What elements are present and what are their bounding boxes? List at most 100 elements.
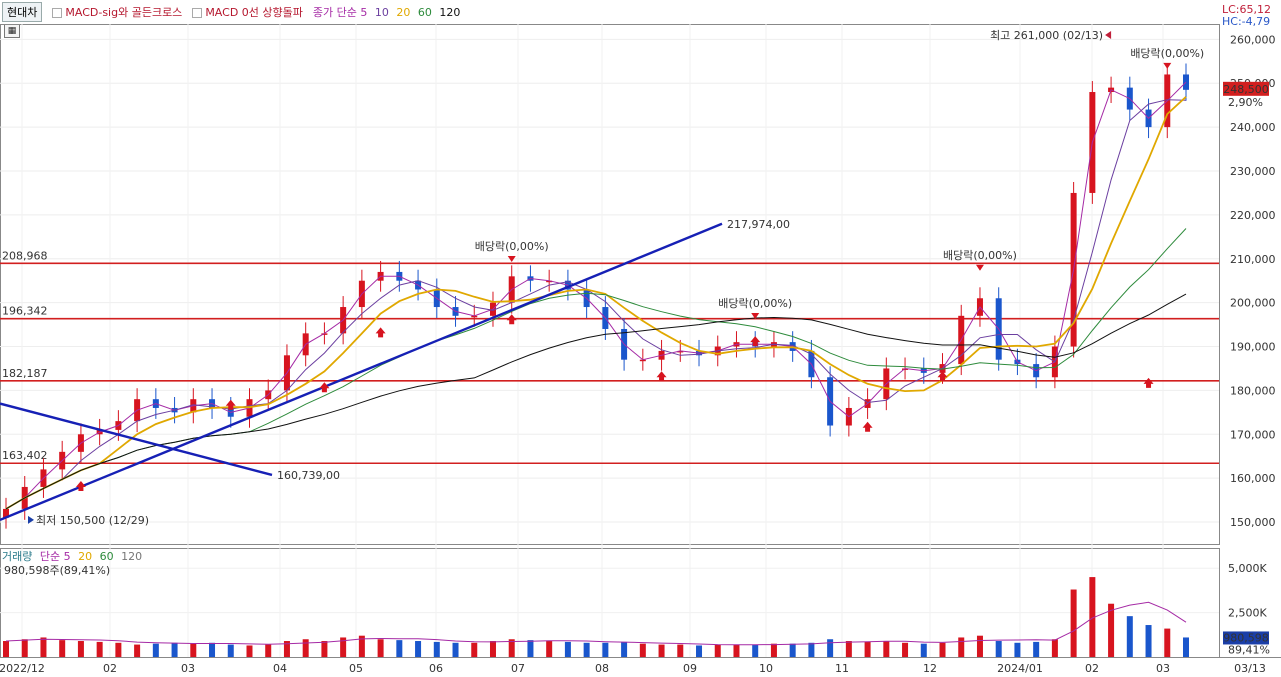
volume-bar (902, 642, 909, 657)
volume-bar (677, 644, 684, 657)
volume-bar (3, 641, 9, 657)
volume-bar (1070, 589, 1077, 657)
candle-body (3, 508, 9, 518)
volume-bar (489, 641, 496, 657)
volume-bar (59, 640, 66, 657)
volume-bar (1014, 642, 1021, 657)
volume-bar (845, 641, 852, 657)
horizontal-line-label: 163,402 (2, 449, 48, 462)
volume-bar (583, 642, 590, 657)
y-tick-label: 240,000 (1230, 121, 1276, 134)
ex-dividend-annotation: 배당락(0,00%) (1130, 47, 1204, 60)
hc-value: HC:-4,79 (1222, 15, 1271, 28)
signal-arrow-icon (375, 327, 386, 338)
x-tick-label: 03 (1156, 662, 1170, 675)
ma60-line (5, 228, 1187, 510)
volume-bar (471, 642, 478, 657)
volume-bar (621, 641, 628, 657)
y-tick-label: 150,000 (1230, 516, 1276, 529)
volume-bar (546, 641, 553, 657)
horizontal-line-label: 196,342 (2, 305, 48, 318)
volume-bar (976, 635, 983, 657)
signal-arrow-icon (75, 480, 86, 491)
current-volume-label: 980,598 (1223, 631, 1269, 644)
volume-bar (152, 643, 159, 657)
volume-bar (958, 637, 965, 657)
legend-checkbox[interactable] (52, 8, 63, 18)
candle-body (471, 315, 478, 318)
candle-body (639, 359, 646, 362)
legend-ma[interactable]: 종가 단순 5 10 20 60 120 (313, 4, 460, 20)
y-tick-label: 260,000 (1230, 33, 1276, 46)
x-tick-label: 2022/12 (0, 662, 45, 675)
legend-macd-zero[interactable]: MACD 0선 상향돌파 (192, 4, 303, 20)
volume-ma-20: 20 (78, 550, 93, 563)
legend-ma-label: 종가 단순 5 (312, 6, 368, 19)
x-tick-label: 05 (349, 662, 363, 675)
volume-bar (77, 641, 84, 657)
legend-ma-20: 20 (396, 6, 411, 19)
stock-selector[interactable]: 현대차 (2, 2, 43, 22)
volume-bar (827, 639, 834, 657)
current-price-tag (1223, 81, 1269, 96)
volume-bar (96, 641, 103, 657)
horizontal-line-label: 208,968 (2, 249, 48, 262)
x-tick-label: 06 (429, 662, 443, 675)
trendline-label: 160,739,00 (277, 469, 340, 482)
legend-ma-10: 10 (374, 6, 389, 19)
volume-bar (939, 642, 946, 657)
indicator-readout: LC:65,12 HC:-4,79 (1222, 4, 1271, 28)
signal-arrow-icon (1143, 377, 1154, 388)
signal-arrow-icon (862, 421, 873, 432)
volume-bar (733, 644, 740, 657)
legend-checkbox[interactable] (192, 8, 203, 18)
volume-bar (770, 643, 777, 657)
volume-legend: 거래량 단순 5 20 60 120 (2, 548, 146, 564)
volume-bar (1089, 577, 1096, 657)
x-tick-label: 09 (683, 662, 697, 675)
candle-body (677, 350, 684, 353)
volume-bar (1126, 616, 1133, 657)
volume-bar (115, 642, 122, 657)
volume-bar (209, 642, 216, 657)
volume-bar (190, 643, 197, 657)
volume-ma-line (5, 601, 1187, 646)
volume-bar (527, 640, 534, 657)
volume-bar (1145, 625, 1152, 657)
volume-bar (508, 639, 515, 657)
high-price-annotation: 최고 261,000 (02/13) (990, 29, 1103, 42)
volume-bar (658, 644, 665, 657)
volume-bar (227, 644, 234, 657)
volume-bar (995, 641, 1002, 657)
volume-ma-120: 120 (121, 550, 143, 563)
signal-arrow-icon (319, 382, 330, 393)
volume-bar (415, 641, 422, 657)
volume-bar (396, 640, 403, 657)
volume-bar (1164, 628, 1171, 657)
current-volume-change: 89,41% (1228, 643, 1270, 656)
ex-dividend-arrow-icon (1163, 62, 1172, 69)
ex-dividend-annotation: 배당락(0,00%) (718, 297, 792, 310)
low-arrow-icon (28, 515, 34, 524)
x-tick-label: 08 (595, 662, 609, 675)
volume-bar (602, 642, 609, 657)
volume-bar (171, 642, 178, 657)
volume-bar (1033, 641, 1040, 657)
volume-bar (433, 641, 440, 657)
x-tick-label: 07 (511, 662, 525, 675)
volume-bar (340, 637, 347, 657)
current-volume-tag (1223, 631, 1269, 645)
volume-bar (1183, 637, 1189, 657)
legend-macd-sig[interactable]: MACD-sig와 골든크로스 (52, 4, 182, 20)
candle-body (321, 333, 328, 335)
ma5-line (5, 81, 1187, 510)
volume-bar (714, 644, 721, 657)
volume-panel-frame (0, 548, 1220, 658)
volume-label: 거래량 (2, 550, 33, 563)
candle-body (546, 280, 553, 283)
volume-bar (864, 641, 871, 657)
volume-bar (789, 643, 796, 657)
ex-dividend-annotation: 배당락(0,00%) (475, 240, 549, 253)
horizontal-line-label: 182,187 (2, 367, 48, 380)
